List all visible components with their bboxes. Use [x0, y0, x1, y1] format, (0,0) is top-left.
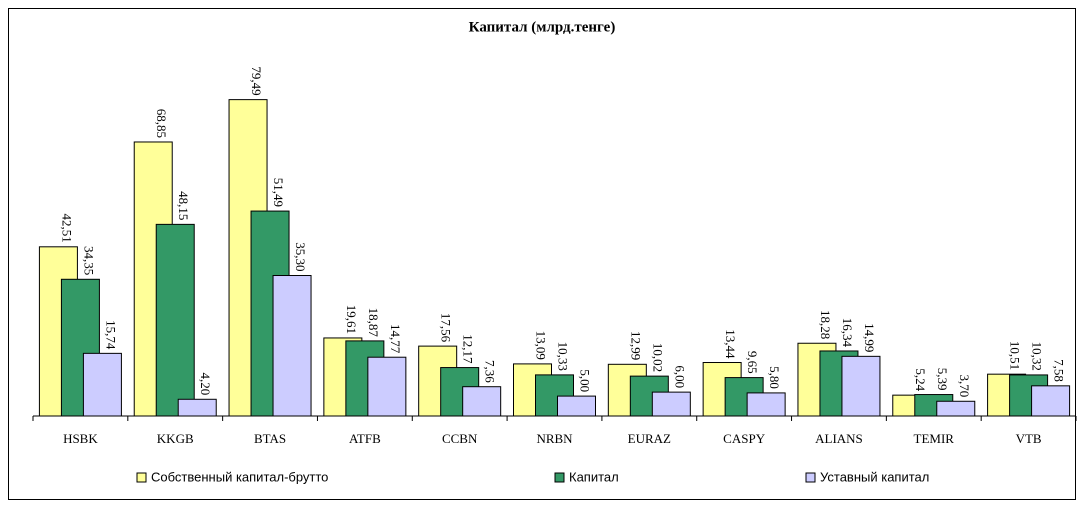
x-tick-label: VTB	[1016, 431, 1042, 446]
bar	[746, 392, 786, 417]
data-label: 10,51	[1008, 341, 1023, 370]
data-label: 18,28	[818, 310, 833, 339]
data-label: 12,17	[461, 334, 476, 364]
x-tick-label: CCBN	[442, 431, 478, 446]
data-label: 79,49	[249, 66, 264, 95]
legend-swatch	[805, 472, 816, 483]
bar	[1031, 385, 1071, 417]
data-label: 13,44	[723, 329, 738, 359]
data-label: 5,80	[767, 366, 782, 389]
data-label: 17,56	[439, 313, 454, 343]
x-tick-label: NRBN	[536, 431, 573, 446]
data-label: 18,87	[366, 308, 381, 338]
x-tick-label: ALIANS	[815, 431, 863, 446]
x-tick-label: KKGB	[157, 431, 194, 446]
data-label: 13,09	[534, 331, 549, 360]
data-label: 7,36	[483, 360, 498, 383]
data-label: 3,70	[957, 375, 972, 398]
data-label: 5,00	[578, 369, 593, 392]
data-label: 14,99	[862, 323, 877, 352]
data-label: 16,34	[840, 318, 855, 348]
data-label: 35,30	[293, 242, 308, 271]
bar	[936, 400, 976, 417]
x-tick-label: BTAS	[254, 431, 286, 446]
data-label: 51,49	[271, 178, 286, 207]
bar	[367, 356, 407, 417]
chart-title: Капитал (млрд.тенге)	[469, 19, 616, 35]
data-label: 10,32	[1030, 342, 1045, 371]
x-tick-label: EURAZ	[628, 431, 671, 446]
legend-label: Уставный капитал	[820, 469, 929, 484]
legend-label: Собственный капитал-брутто	[151, 469, 328, 484]
bar	[651, 391, 691, 417]
data-label: 12,99	[628, 331, 643, 360]
data-label: 68,85	[154, 109, 169, 138]
legend-label: Капитал	[569, 469, 619, 484]
data-label: 5,39	[935, 368, 950, 391]
data-label: 34,35	[81, 246, 96, 275]
data-label: 42,51	[59, 214, 74, 243]
data-label: 15,74	[103, 320, 118, 350]
x-tick-label: ATFB	[349, 431, 381, 446]
data-label: 10,33	[556, 342, 571, 371]
x-tick-label: HSBK	[63, 431, 98, 446]
data-label: 4,20	[198, 373, 213, 396]
x-tick-label: CASPY	[723, 431, 766, 446]
bar	[462, 386, 502, 417]
data-label: 6,00	[672, 365, 687, 388]
data-label: 9,65	[745, 351, 760, 374]
data-label: 48,15	[176, 191, 191, 220]
data-label: 5,24	[913, 368, 928, 391]
data-label: 10,02	[650, 343, 665, 372]
data-label: 19,61	[344, 305, 359, 334]
bar	[177, 398, 217, 417]
bar	[841, 355, 881, 417]
bar	[82, 352, 122, 417]
bar	[272, 275, 312, 417]
legend-swatch	[136, 472, 147, 483]
data-label: 7,58	[1052, 359, 1067, 382]
legend-swatch	[554, 472, 565, 483]
bar	[557, 395, 596, 417]
x-tick-label: TEMIR	[914, 431, 955, 446]
data-label: 14,77	[388, 324, 403, 354]
bar	[155, 223, 195, 417]
